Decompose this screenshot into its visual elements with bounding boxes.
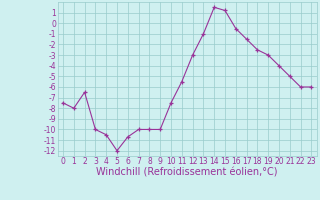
X-axis label: Windchill (Refroidissement éolien,°C): Windchill (Refroidissement éolien,°C): [96, 168, 278, 178]
